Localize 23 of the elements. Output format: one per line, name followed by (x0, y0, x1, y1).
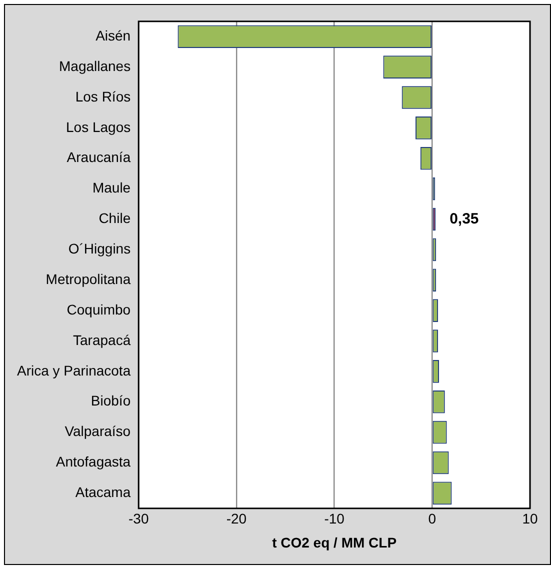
y-tick-label: Biobío (90, 392, 131, 409)
y-tick-label: Antofagasta (56, 454, 131, 470)
y-tick-label: O´Higgins (68, 240, 131, 257)
x-tick-label: -20 (226, 510, 247, 527)
y-tick-label: Los Lagos (66, 118, 131, 135)
y-tick-label: Valparaíso (64, 423, 131, 440)
data-label: 0,35 (450, 210, 479, 228)
x-tick-label: 10 (522, 510, 538, 527)
x-tick-label: -10 (324, 510, 345, 527)
y-tick-label: Tarapacá (73, 332, 131, 348)
y-tick-label: Metropolitana (46, 270, 131, 287)
y-tick-label: Magallanes (58, 58, 131, 74)
y-tick-label: Chile (98, 210, 131, 226)
y-tick-label: Maule (92, 180, 131, 196)
y-tick-label: Arica y Parinacota (16, 362, 131, 378)
y-tick-label: Araucanía (66, 149, 131, 166)
y-tick-label: Aisén (96, 27, 131, 44)
y-tick-label: Los Ríos (75, 88, 131, 104)
y-tick-label: Coquimbo (66, 301, 131, 318)
x-tick-label: 0 (428, 510, 436, 527)
x-axis-title: t CO2 eq / MM CLP (272, 534, 397, 550)
y-tick-label: Atacama (75, 484, 131, 500)
x-tick-label: -30 (128, 510, 149, 527)
